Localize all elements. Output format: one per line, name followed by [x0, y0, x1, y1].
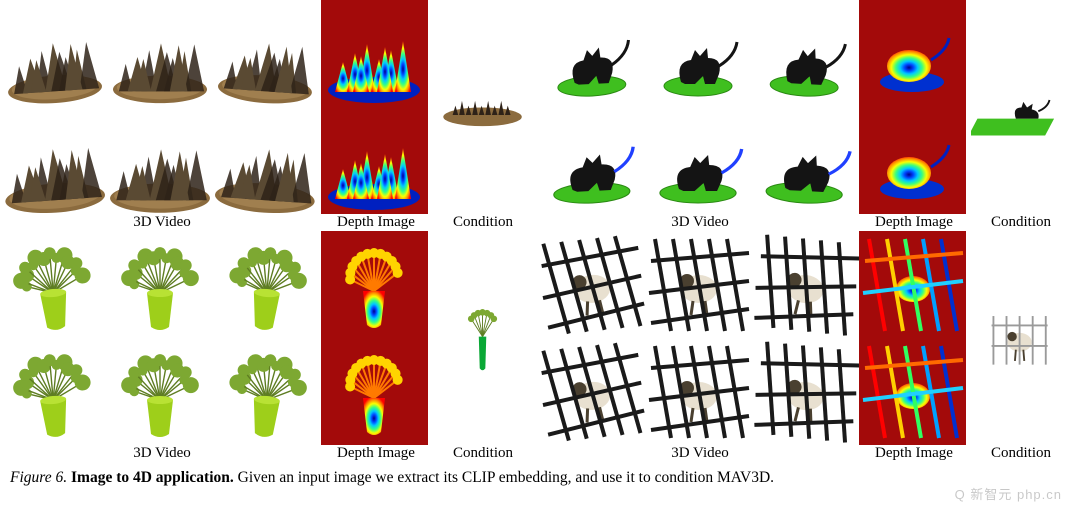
panel-content — [0, 231, 538, 445]
panel-content — [0, 0, 538, 214]
video-column — [0, 231, 107, 445]
depth-frame — [321, 231, 428, 338]
video-frame — [107, 338, 214, 445]
label-depth: Depth Image — [323, 445, 430, 462]
video-column — [752, 231, 859, 445]
depth-frame — [859, 0, 966, 107]
label-depth: Depth Image — [323, 214, 430, 231]
condition-image — [966, 231, 1076, 445]
depth-frame — [321, 0, 428, 107]
depth-frame — [321, 107, 428, 214]
video-column — [645, 0, 752, 214]
label-video: 3D Video — [2, 214, 323, 231]
condition-image — [428, 0, 538, 214]
panel-labels: 3D VideoDepth ImageCondition — [540, 445, 1075, 462]
video-frame — [538, 0, 645, 107]
figure-6: 3D VideoDepth ImageCondition — [0, 0, 1080, 515]
video-frame — [0, 231, 107, 338]
video-frame — [107, 107, 214, 214]
figure-grid: 3D VideoDepth ImageCondition — [0, 0, 1080, 462]
watermark: Q 新智元 php.cn — [955, 484, 1062, 503]
video-column — [107, 231, 214, 445]
video-column — [538, 0, 645, 214]
video-frame — [752, 231, 859, 338]
video-frame — [107, 0, 214, 107]
video-column — [0, 0, 107, 214]
label-video: 3D Video — [2, 445, 323, 462]
panel-labels: 3D VideoDepth ImageCondition — [540, 214, 1075, 231]
depth-column — [859, 231, 966, 445]
depth-frame — [859, 107, 966, 214]
video-frame — [645, 231, 752, 338]
caption-prefix: Figure 6. — [10, 469, 67, 486]
label-video: 3D Video — [540, 214, 861, 231]
depth-column — [321, 231, 428, 445]
video-frame — [214, 0, 321, 107]
label-depth: Depth Image — [861, 214, 968, 231]
video-frame — [0, 338, 107, 445]
video-column — [645, 231, 752, 445]
caption-body: Given an input image we extract its CLIP… — [238, 469, 774, 486]
video-column — [107, 0, 214, 214]
video-frame — [214, 338, 321, 445]
video-frame — [645, 338, 752, 445]
panel-labels: 3D VideoDepth ImageCondition — [2, 445, 537, 462]
label-depth: Depth Image — [861, 445, 968, 462]
video-frame — [0, 0, 107, 107]
video-frame — [214, 231, 321, 338]
caption-title: Image to 4D application. — [71, 469, 234, 486]
video-frame — [538, 231, 645, 338]
video-frame — [538, 338, 645, 445]
video-frame — [752, 0, 859, 107]
video-column — [214, 0, 321, 214]
video-frame — [645, 0, 752, 107]
panel-trees: 3D VideoDepth ImageCondition — [0, 0, 538, 231]
depth-frame — [321, 338, 428, 445]
panel-content — [538, 231, 1076, 445]
video-column — [538, 231, 645, 445]
video-frame — [214, 107, 321, 214]
depth-frame — [859, 338, 966, 445]
condition-image — [428, 231, 538, 445]
condition-image — [966, 0, 1076, 214]
panel-plant: 3D VideoDepth ImageCondition — [0, 231, 538, 462]
panel-cat: 3D VideoDepth ImageCondition — [538, 0, 1076, 231]
video-frame — [538, 107, 645, 214]
panel-content — [538, 0, 1076, 214]
label-condition: Condition — [968, 445, 1075, 462]
video-frame — [645, 107, 752, 214]
video-frame — [752, 338, 859, 445]
label-condition: Condition — [430, 214, 537, 231]
figure-row: 3D VideoDepth ImageCondition — [0, 231, 1080, 462]
video-column — [752, 0, 859, 214]
label-video: 3D Video — [540, 445, 861, 462]
video-frame — [0, 107, 107, 214]
label-condition: Condition — [968, 214, 1075, 231]
figure-row: 3D VideoDepth ImageCondition — [0, 0, 1080, 231]
depth-column — [321, 0, 428, 214]
panel-sheep: 3D VideoDepth ImageCondition — [538, 231, 1076, 462]
video-frame — [107, 231, 214, 338]
panel-labels: 3D VideoDepth ImageCondition — [2, 214, 537, 231]
label-condition: Condition — [430, 445, 537, 462]
video-frame — [752, 107, 859, 214]
depth-frame — [859, 231, 966, 338]
video-column — [214, 231, 321, 445]
figure-caption: Figure 6. Image to 4D application. Given… — [0, 462, 1080, 487]
depth-column — [859, 0, 966, 214]
